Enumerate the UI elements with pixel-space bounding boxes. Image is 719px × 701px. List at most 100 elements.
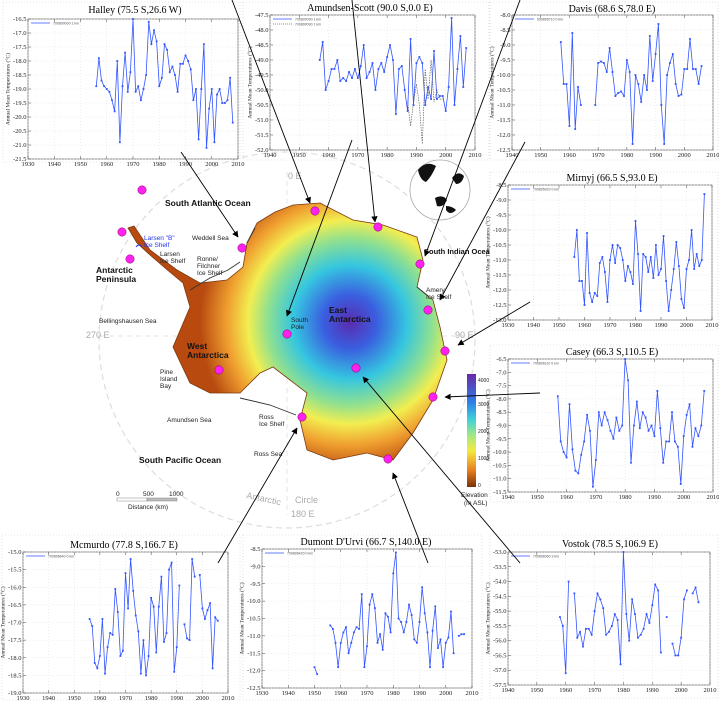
data-point [101, 618, 104, 620]
label-antarctic: Antarctic [246, 490, 283, 507]
x-tick-label: 2010 [469, 152, 482, 159]
legend-label: 700890000 1 km [53, 21, 79, 25]
x-tick-label: 2000 [680, 322, 693, 329]
label-larsen-2: Ice Shelf [160, 258, 185, 265]
y-tick-label: -11.5 [493, 489, 506, 496]
data-point [363, 666, 366, 669]
y-axis-label: Annual Mean Temperatures (°C) [489, 46, 496, 118]
station-marker [125, 254, 135, 264]
y-tick-label: -12.0 [493, 287, 507, 294]
x-tick-label: 1970 [361, 690, 374, 697]
y-tick-label: -12.5 [247, 685, 261, 692]
arrow-dumont-durville [392, 472, 429, 564]
chart-title-davis: Davis (68.6 S,78.0 E) [569, 4, 656, 15]
label-amery-2: Ice Shelf [426, 294, 451, 301]
x-tick-label: 1990 [413, 690, 426, 697]
y-tick-label: -53.0 [493, 549, 507, 556]
y-axis-label: Annual Mean Temperatures (°C) [0, 586, 7, 658]
x-tick-label: 1960 [563, 152, 576, 159]
series-line [199, 574, 219, 669]
x-tick-label: 1950 [534, 152, 547, 159]
data-point [429, 666, 431, 669]
label-circle: Circle [295, 495, 318, 505]
station-marker [297, 412, 307, 422]
x-tick-label: 2010 [707, 152, 719, 159]
label-bay: Bay [160, 383, 172, 390]
station-marker [440, 346, 450, 356]
y-axis-label: Annual Mean Temperatures (°C) [5, 53, 12, 125]
station-marker [237, 243, 247, 253]
x-tick-label: 1970 [119, 695, 132, 701]
label-lon-180: 180 E [291, 509, 315, 519]
y-tick-label: -11.5 [493, 272, 506, 279]
x-tick-label: 2010 [707, 494, 719, 501]
arrow-mcmurdo [217, 427, 298, 564]
y-tick-label: -49.5 [255, 72, 269, 79]
y-tick-label: -10.5 [493, 462, 507, 469]
station-marker [137, 185, 147, 195]
y-tick-label: -10.0 [493, 449, 507, 456]
x-tick-label: 1990 [649, 152, 662, 159]
chart-title-amundsen-scott: Amundsen-Scott (90.0 S,0.0 E) [307, 3, 433, 14]
x-tick-label: 2010 [232, 161, 245, 168]
y-tick-label: -19.0 [13, 86, 27, 93]
chart-vostok: 1940 1950 1960 1970 1980 1990 2000 2010 -57.5 -57… [485, 534, 719, 699]
y-tick-label: -11.0 [247, 633, 260, 640]
x-tick-label: 1970 [589, 494, 602, 501]
y-tick-label: -9.5 [496, 436, 506, 443]
y-tick-label: -9.0 [496, 197, 506, 204]
chart-frame [1, 534, 241, 701]
y-tick-label: -8.0 [500, 12, 510, 19]
x-tick-label: 2010 [706, 322, 719, 329]
x-tick-label: 1980 [617, 687, 630, 694]
series-line [407, 59, 443, 145]
label-amery: Amery [426, 287, 446, 294]
y-tick-label: -10.5 [247, 616, 261, 623]
elevation-colorbar: 4000 3000 2000 1000 0 Elevation (m ASL) [461, 374, 489, 507]
y-tick-label: -19.5 [13, 100, 27, 107]
arrow-station [231, 0, 311, 204]
scale-bar: 0 500 1000 Distance (km) [116, 491, 184, 511]
x-tick-label: 1940 [282, 690, 295, 697]
x-tick-label: 1990 [170, 695, 183, 701]
y-tick-label: -53.5 [493, 564, 507, 571]
y-tick-label: -54.0 [493, 579, 507, 586]
label-west-antarctica-2: Antarctica [187, 350, 229, 360]
series-line [594, 23, 702, 145]
y-tick-label: -48.5 [255, 42, 269, 49]
y-tick-label: -48.0 [255, 27, 269, 34]
y-tick-label: -57.5 [493, 682, 507, 689]
data-point [457, 634, 460, 637]
chart-frame [2, 1, 241, 163]
colorbar-tick: 4000 [478, 378, 489, 384]
map-labels: 0 E 90 E 180 E 270 E Antarctic Circle So… [86, 171, 491, 519]
x-tick-label: 1980 [619, 494, 632, 501]
y-tick-label: -11.5 [247, 650, 260, 657]
label-west-antarctica: West [187, 341, 207, 351]
y-tick-label: -8.5 [250, 546, 260, 553]
series-line [692, 586, 699, 603]
label-south-atlantic: South Atlantic Ocean [165, 198, 251, 208]
y-tick-label: -47.5 [255, 12, 269, 19]
y-tick-label: -16.5 [13, 16, 27, 23]
x-tick-label: 1940 [42, 695, 55, 701]
label-bellingshausen: Bellingshausen Sea [99, 318, 157, 325]
series-line [184, 558, 196, 641]
chart-title-vostok: Vostok (78.5 S,106.9 E) [562, 539, 658, 550]
label-ronne: Ronne/ [197, 256, 218, 263]
station-markers [117, 185, 450, 464]
y-tick-label: -15.5 [8, 567, 22, 574]
legend-label: 700890090 1 km [295, 22, 321, 26]
label-ross-sea: Ross Sea [254, 451, 283, 458]
colorbar-tick: 3000 [478, 402, 489, 408]
y-tick-label: -51.0 [255, 117, 269, 124]
series-line [458, 633, 465, 637]
chart-dumont-durville: 1930 1940 1950 1960 1970 1980 1990 2000 2010 -12.… [239, 534, 483, 701]
label-lon-90: 90 E [455, 330, 474, 340]
x-tick-label: 1950 [293, 152, 306, 159]
label-peninsula: Antarctic [96, 265, 133, 275]
arrow-davis-amery [439, 141, 526, 301]
y-tick-label: -56.5 [493, 652, 507, 659]
